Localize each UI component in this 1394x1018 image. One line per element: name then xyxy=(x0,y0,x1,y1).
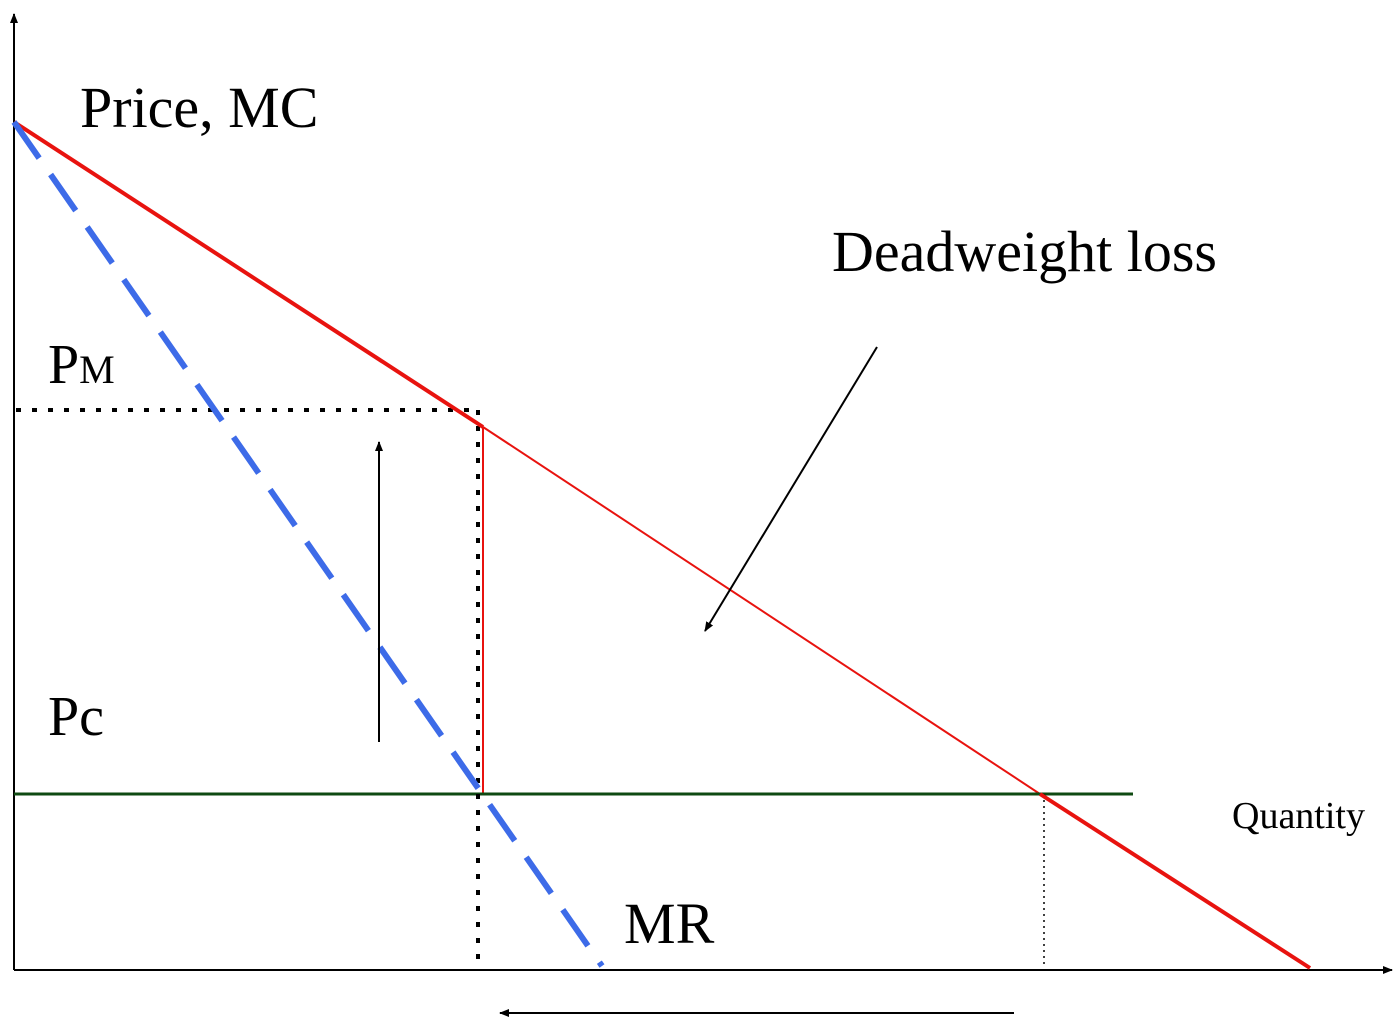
pm-label: PM xyxy=(48,334,115,396)
y-axis-label: Price, MC xyxy=(80,75,318,140)
mr-line xyxy=(11,120,605,968)
deadweight-loss-pointer-arrow xyxy=(704,346,878,632)
pm-label-sub: M xyxy=(79,347,115,392)
demand-line-upper xyxy=(12,120,485,429)
demand-line-lower xyxy=(1038,792,1312,970)
deadweight-loss-triangle xyxy=(482,425,1044,795)
pc-label: Pc xyxy=(48,686,104,748)
mr-label: MR xyxy=(624,891,715,956)
deadweight-loss-label: Deadweight loss xyxy=(832,219,1217,284)
pm-label-main: P xyxy=(48,334,79,396)
quantity-label: Quantity xyxy=(1232,795,1365,837)
